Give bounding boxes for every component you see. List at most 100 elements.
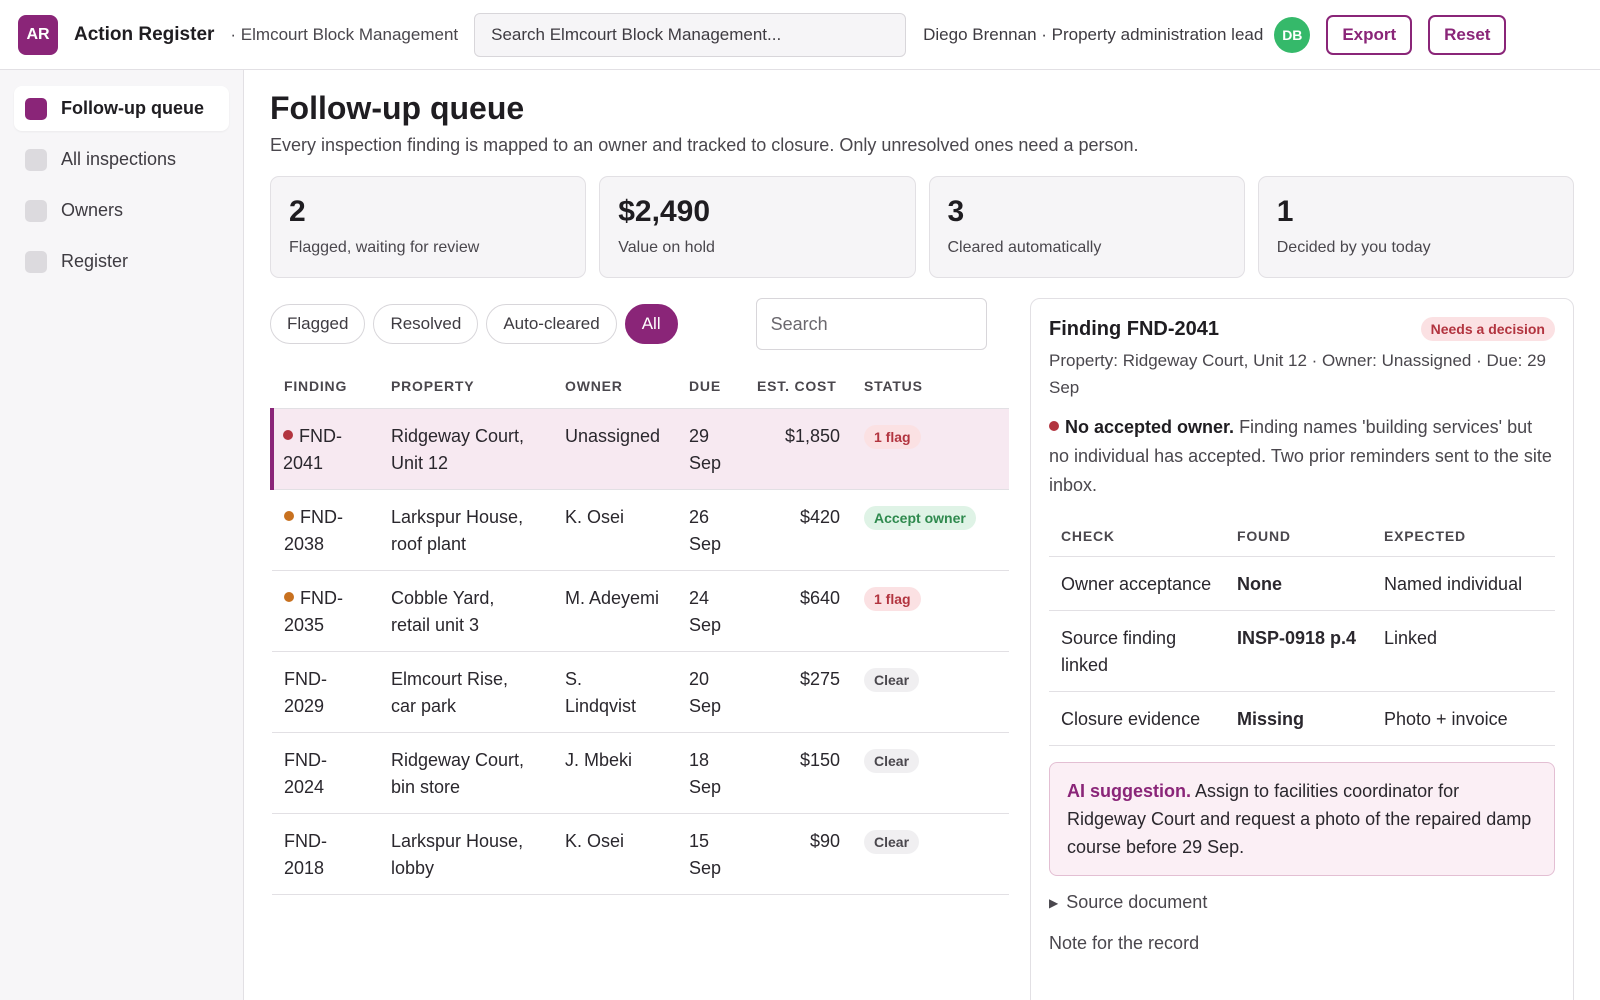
triangle-right-icon: ▶ (1049, 895, 1059, 910)
table-search-input[interactable] (755, 298, 987, 350)
sidebar-item-owners[interactable]: Owners (14, 188, 229, 233)
detail-meta: Property: Ridgeway Court, Unit 12 · Owne… (1049, 351, 1547, 397)
due-day: 24 (689, 588, 710, 608)
stat-card-value-on-hold: $2,490 Value on hold (599, 176, 916, 278)
note-label: Note for the record (1049, 933, 1200, 953)
nav-square-icon (25, 148, 47, 171)
table-row[interactable]: FND- 2041 Ridgeway Court, Unit 12 Unassign… (270, 408, 1009, 490)
filter-chip-resolved[interactable]: Resolved (373, 304, 479, 344)
stat-label: Flagged, waiting for review (289, 239, 480, 256)
sidebar-item-all-inspections[interactable]: All inspections (14, 137, 229, 182)
due-day: 18 (689, 750, 710, 770)
check-row: Source finding linked INSP-0918 p.4 Link… (1049, 610, 1555, 692)
cell-owner: K. Osei (553, 489, 677, 571)
owner-line: K. Osei (565, 507, 625, 527)
due-month: Sep (689, 858, 722, 878)
cell-finding: FND- 2041 (270, 408, 379, 490)
property-line: Cobble Yard, (391, 588, 495, 608)
property-line: roof plant (391, 534, 467, 554)
table-header-row: FINDING PROPERTY OWNER DUE EST. COST STA… (272, 372, 1009, 409)
cell-due: 26 Sep (677, 489, 745, 571)
check-found-link[interactable]: INSP-0918 p.4 (1225, 610, 1372, 692)
filter-chip-auto-cleared[interactable]: Auto-cleared (486, 304, 617, 344)
export-button[interactable]: Export (1326, 14, 1413, 55)
status-badge[interactable]: Accept owner (864, 506, 976, 530)
detail-issue: No accepted owner. Finding names 'buildi… (1049, 413, 1555, 500)
column-header-est-cost[interactable]: EST. COST (745, 372, 852, 409)
stat-value: 2 (289, 195, 306, 228)
table-row[interactable]: FND- 2035 Cobble Yard, retail unit 3 M. Ad… (272, 570, 1009, 652)
cell-status: Clear (852, 813, 1009, 895)
column-header-due[interactable]: DUE (677, 372, 745, 409)
stat-label: Decided by you today (1276, 239, 1431, 256)
check-row: Closure evidence Missing Photo + invoice (1049, 691, 1555, 746)
due-day: 26 (689, 507, 710, 527)
filter-chip-flagged[interactable]: Flagged (270, 304, 366, 344)
status-badge: Clear (864, 749, 920, 773)
check-name: Closure evidence (1049, 691, 1225, 746)
status-badge: Needs a decision (1420, 317, 1555, 341)
sidebar-item-label: Owners (61, 200, 124, 220)
checks-header-row: CHECK FOUND EXPECTED (1049, 514, 1555, 557)
finding-id-part: 2038 (284, 534, 325, 554)
column-header-finding[interactable]: FINDING (272, 372, 379, 409)
cell-status: 1 flag (852, 408, 1009, 490)
detail-title: Finding FND-2041 (1049, 317, 1220, 340)
due-month: Sep (689, 777, 722, 797)
stat-value: 1 (1276, 195, 1294, 228)
owner-line: M. Adeyemi (565, 588, 660, 608)
cell-property: Cobble Yard, retail unit 3 (379, 570, 553, 652)
table-row[interactable]: FND- 2029 Elmcourt Rise, car park S. Lindqv… (272, 651, 1009, 733)
cell-property: Elmcourt Rise, car park (379, 651, 553, 733)
cell-due: 20 Sep (677, 651, 745, 733)
column-header-status[interactable]: STATUS (852, 372, 1009, 409)
property-line: Ridgeway Court, (391, 750, 525, 770)
cell-finding: FND- 2035 (272, 570, 379, 652)
source-document-toggle[interactable]: ▶ Source document (1049, 892, 1555, 913)
sidebar-item-register[interactable]: Register (14, 239, 229, 284)
severity-dot-icon (1049, 421, 1059, 431)
finding-detail-panel: Finding FND-2041 Needs a decision Proper… (1030, 298, 1574, 1000)
cell-property: Ridgeway Court, bin store (379, 732, 553, 814)
cell-owner: K. Osei (553, 813, 677, 895)
findings-column: Flagged Resolved Auto-cleared All FINDIN… (270, 298, 1009, 1000)
finding-id-part: FND- (284, 750, 327, 770)
ai-suggestion-box: AI suggestion. Assign to facilities coor… (1049, 762, 1555, 876)
table-row[interactable]: FND- 2024 Ridgeway Court, bin store J. Mbe… (272, 732, 1009, 814)
finding-id-part: 2035 (284, 615, 325, 635)
user-name: Diego Brennan · Property administration … (923, 24, 1264, 44)
issue-title: No accepted owner. (1065, 417, 1235, 437)
sidebar-item-label: Register (61, 251, 129, 271)
check-expected: Linked (1372, 610, 1555, 692)
app-logo: AR (18, 14, 58, 55)
app-title: Action Register (74, 23, 215, 45)
cell-due: 24 Sep (677, 570, 745, 652)
nav-square-icon (25, 250, 47, 273)
filter-chip-all[interactable]: All (624, 304, 678, 344)
severity-dot-icon (283, 430, 293, 440)
sidebar-item-follow-up-queue[interactable]: Follow-up queue (14, 86, 229, 131)
cell-property: Larkspur House, roof plant (379, 489, 553, 571)
table-row[interactable]: FND- 2038 Larkspur House, roof plant K. Os… (272, 489, 1009, 571)
column-header-property[interactable]: PROPERTY (379, 372, 553, 409)
status-badge: Clear (864, 668, 920, 692)
cell-status: Clear (852, 651, 1009, 733)
cell-due: 29 Sep (677, 408, 745, 490)
cell-finding: FND- 2018 (272, 813, 379, 895)
stats-row: 2 Flagged, waiting for review $2,490 Val… (270, 176, 1574, 278)
lower-section: Flagged Resolved Auto-cleared All FINDIN… (270, 298, 1574, 1000)
page-title: Follow-up queue (270, 90, 525, 126)
cell-status: Clear (852, 732, 1009, 814)
column-header-owner[interactable]: OWNER (553, 372, 677, 409)
cell-owner: M. Adeyemi (553, 570, 677, 652)
property-line: retail unit 3 (391, 615, 480, 635)
owner-line: K. Osei (565, 831, 625, 851)
cell-status: 1 flag (852, 570, 1009, 652)
reset-button[interactable]: Reset (1428, 14, 1507, 55)
avatar[interactable]: DB (1274, 16, 1311, 53)
organization-name: · Elmcourt Block Management (230, 24, 459, 44)
global-search-input[interactable]: Search Elmcourt Block Management... (474, 12, 907, 57)
table-row[interactable]: FND- 2018 Larkspur House, lobby K. Osei 15… (272, 813, 1009, 895)
top-bar: AR Action Register · Elmcourt Block Mana… (0, 0, 1600, 70)
cell-finding: FND- 2038 (272, 489, 379, 571)
